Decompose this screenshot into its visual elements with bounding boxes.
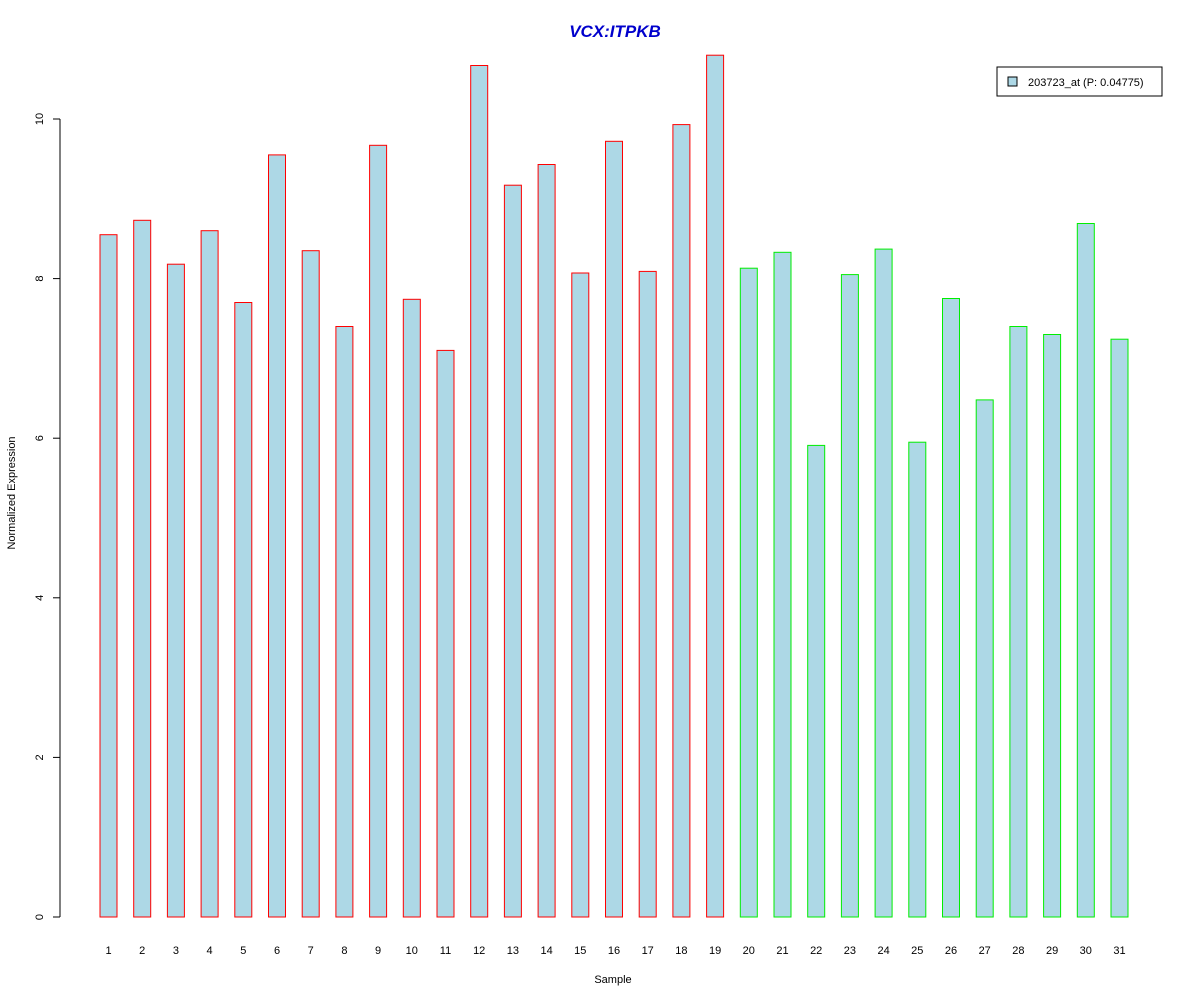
- bar-sample-1: [99, 234, 118, 918]
- x-tick-label: 28: [1012, 945, 1024, 957]
- legend-box: [996, 66, 1163, 97]
- bar-sample-14: [537, 164, 556, 918]
- x-tick-label: 26: [945, 945, 957, 957]
- y-tick-label: 8: [34, 276, 46, 282]
- x-tick-label: 11: [440, 945, 451, 957]
- y-axis: 0 2 4 6 8 10: [34, 113, 61, 920]
- bar-sample-27: [975, 399, 994, 918]
- x-tick-label: 16: [608, 945, 620, 957]
- x-tick-label: 25: [911, 945, 923, 957]
- bar-sample-13: [503, 184, 522, 918]
- bar-sample-10: [402, 298, 421, 918]
- bar-sample-31: [1110, 338, 1129, 918]
- bar-sample-3: [166, 263, 185, 918]
- bar-sample-8: [335, 326, 354, 918]
- bars: [99, 54, 1129, 918]
- bar-sample-22: [807, 444, 826, 918]
- x-tick-label: 12: [473, 945, 485, 957]
- bar-sample-19: [706, 54, 725, 918]
- bar-sample-5: [234, 302, 253, 918]
- x-tick-label: 1: [105, 945, 111, 957]
- x-tick-label: 24: [877, 945, 889, 957]
- x-tick-label: 27: [979, 945, 991, 957]
- x-tick-label: 10: [406, 945, 418, 957]
- bar-sample-7: [301, 250, 320, 918]
- x-tick-label: 5: [240, 945, 246, 957]
- bar-sample-17: [638, 270, 657, 918]
- x-tick-label: 30: [1080, 945, 1092, 957]
- x-tick-label: 2: [139, 945, 145, 957]
- bar-sample-24: [874, 248, 893, 918]
- x-tick-label: 23: [844, 945, 856, 957]
- bar-sample-12: [470, 65, 489, 918]
- bar-sample-6: [268, 154, 286, 918]
- bar-sample-26: [942, 298, 960, 918]
- y-tick-label: 10: [34, 113, 46, 125]
- x-tick-label: 7: [308, 945, 314, 957]
- x-tick-label: 21: [776, 945, 788, 957]
- bar-sample-16: [605, 140, 623, 918]
- bar-sample-9: [369, 144, 388, 918]
- bar-sample-23: [840, 274, 859, 918]
- y-tick-label: 2: [34, 754, 46, 760]
- bar-sample-30: [1076, 223, 1095, 918]
- x-tick-label: 3: [173, 945, 179, 957]
- x-tick-label: 29: [1046, 945, 1058, 957]
- x-tick-label: 18: [675, 945, 687, 957]
- x-tick-label: 4: [207, 945, 213, 957]
- y-tick-label: 6: [34, 435, 46, 441]
- chart-title: VCX:ITPKB: [569, 22, 661, 41]
- bar-sample-21: [773, 251, 792, 918]
- bar-sample-20: [739, 267, 758, 918]
- legend-label: 203723_at (P: 0.04775): [1028, 77, 1144, 89]
- bar-sample-18: [672, 124, 691, 918]
- x-tick-label: 22: [810, 945, 822, 957]
- bar-sample-2: [133, 219, 152, 918]
- bar-sample-15: [571, 272, 590, 918]
- x-tick-label: 17: [642, 945, 654, 957]
- y-tick-label: 0: [34, 914, 46, 920]
- bar-sample-11: [436, 349, 455, 918]
- x-tick-label: 8: [341, 945, 347, 957]
- bar-sample-4: [200, 230, 219, 918]
- x-tick-label: 14: [540, 945, 552, 957]
- bar-sample-28: [1009, 326, 1028, 918]
- x-tick-label: 19: [709, 945, 721, 957]
- x-tick-label: 15: [574, 945, 586, 957]
- x-tick-label: 9: [375, 945, 381, 957]
- bar-sample-29: [1043, 334, 1062, 918]
- x-axis-label: Sample: [594, 974, 631, 986]
- x-tick-labels: 1 2 3 4 5 6 7 8 9 10 11 12 13 14 15 16 17 18 19 20 21 22 23 24 2…: [105, 945, 1125, 957]
- legend: 203723_at (P: 0.04775): [996, 66, 1163, 97]
- y-axis-label: Normalized Expression: [6, 436, 18, 549]
- legend-swatch: [1007, 76, 1018, 87]
- x-tick-label: 13: [507, 945, 519, 957]
- bar-sample-25: [908, 441, 927, 918]
- x-tick-label: 6: [274, 945, 280, 957]
- x-tick-label: 20: [743, 945, 755, 957]
- y-tick-label: 4: [34, 595, 46, 601]
- x-tick-label: 31: [1113, 945, 1125, 957]
